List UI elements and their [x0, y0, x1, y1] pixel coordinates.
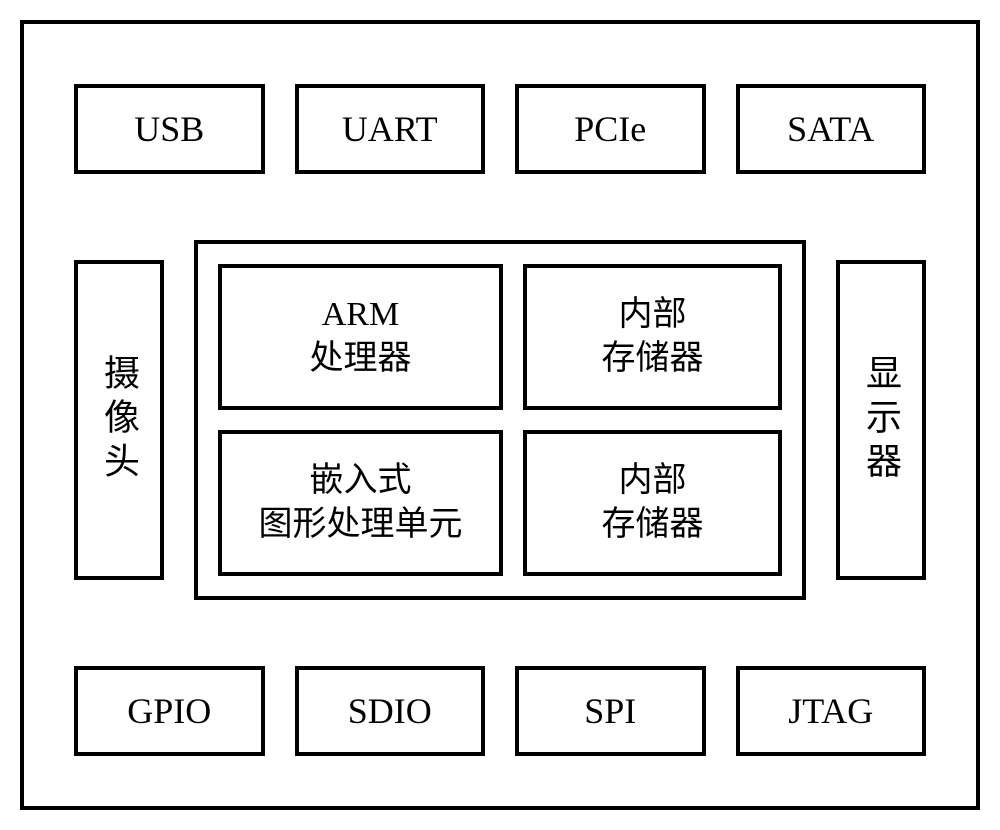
soc-block-diagram: USB UART PCIe SATA 摄像头 ARM 处理器 内部 存储器 嵌入…: [20, 20, 980, 810]
mem1-line1: 内部: [618, 293, 686, 337]
gpu-line2: 图形处理单元: [258, 503, 462, 547]
camera-block: 摄像头: [74, 260, 164, 580]
uart-label: UART: [342, 108, 438, 150]
usb-label: USB: [134, 108, 204, 150]
mem1-line2: 存储器: [601, 337, 703, 381]
jtag-label: JTAG: [788, 690, 873, 732]
core-frame: ARM 处理器 内部 存储器 嵌入式 图形处理单元 内部 存储器: [194, 240, 806, 600]
arm-processor-block: ARM 处理器: [218, 264, 503, 410]
jtag-block: JTAG: [736, 666, 927, 756]
spi-label: SPI: [584, 690, 636, 732]
arm-line2: 处理器: [309, 337, 411, 381]
pcie-block: PCIe: [515, 84, 706, 174]
usb-block: USB: [74, 84, 265, 174]
gpu-line1: 嵌入式: [309, 459, 411, 503]
display-label: 显示器: [855, 354, 907, 486]
mem2-line1: 内部: [618, 459, 686, 503]
gpio-block: GPIO: [74, 666, 265, 756]
sata-label: SATA: [787, 108, 874, 150]
sata-block: SATA: [736, 84, 927, 174]
camera-label: 摄像头: [93, 354, 145, 486]
top-peripheral-row: USB UART PCIe SATA: [74, 84, 926, 174]
arm-line1: ARM: [322, 293, 399, 337]
embedded-gpu-block: 嵌入式 图形处理单元: [218, 430, 503, 576]
mem2-line2: 存储器: [601, 503, 703, 547]
sdio-block: SDIO: [295, 666, 486, 756]
spi-block: SPI: [515, 666, 706, 756]
gpio-label: GPIO: [127, 690, 211, 732]
sdio-label: SDIO: [348, 690, 432, 732]
middle-row: 摄像头 ARM 处理器 内部 存储器 嵌入式 图形处理单元 内部 存储器 显示器: [74, 214, 926, 626]
pcie-label: PCIe: [574, 108, 646, 150]
display-block: 显示器: [836, 260, 926, 580]
internal-memory-1-block: 内部 存储器: [523, 264, 782, 410]
internal-memory-2-block: 内部 存储器: [523, 430, 782, 576]
uart-block: UART: [295, 84, 486, 174]
bottom-peripheral-row: GPIO SDIO SPI JTAG: [74, 666, 926, 756]
